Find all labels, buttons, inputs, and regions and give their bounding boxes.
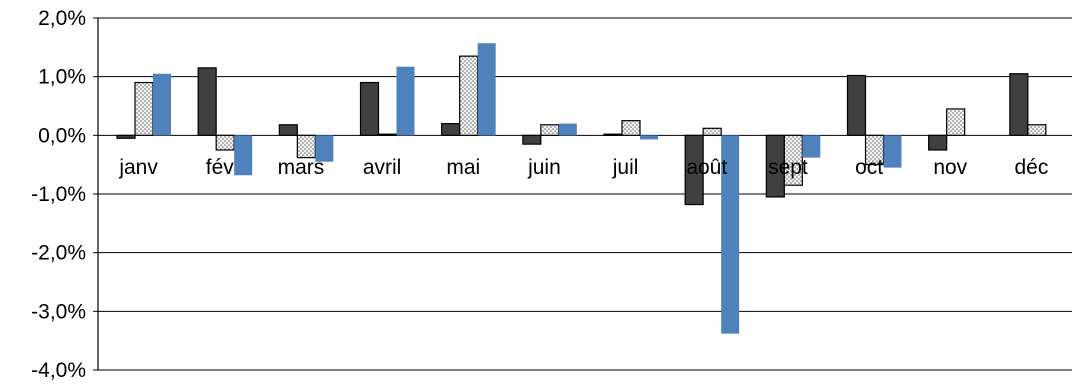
bar-series-2-déc [1027, 124, 1047, 136]
bar-series-2-août [702, 127, 722, 136]
bar-series-3-sept [802, 135, 821, 158]
bar-series-2-nov [946, 108, 966, 136]
bar-series-1-mai [441, 122, 461, 136]
y-tick-label: -3,0% [31, 300, 86, 323]
bar-series-3-fév [234, 135, 253, 176]
bar-series-2-fév [215, 134, 235, 151]
category-label: juil [612, 156, 639, 179]
bar-series-2-janv [134, 81, 154, 136]
bar-series-3-oct [883, 135, 902, 168]
bar-series-2-juil [621, 120, 641, 136]
category-label: nov [933, 156, 967, 179]
bar-series-1-avril [359, 81, 380, 136]
bar-series-1-janv [116, 134, 136, 139]
category-label: déc [1014, 156, 1048, 179]
bars [116, 43, 1047, 334]
bar-series-1-juil [603, 133, 623, 136]
bar-series-1-nov [928, 134, 948, 151]
category-label: oct [855, 156, 883, 179]
category-label: août [686, 156, 727, 179]
y-tick-label: -4,0% [31, 359, 86, 382]
bar-series-1-déc [1009, 73, 1029, 136]
bar-series-3-mars [315, 135, 334, 162]
category-label: mai [446, 156, 480, 179]
y-tick-label: 2,0% [38, 7, 86, 30]
category-label: mars [278, 156, 325, 179]
bar-series-3-avril [396, 66, 415, 136]
bar-series-1-août [684, 134, 704, 206]
category-label: avril [363, 156, 402, 179]
bar-series-2-sept [783, 134, 803, 186]
y-tick-label: -1,0% [31, 183, 86, 206]
bar-series-2-juin [540, 124, 560, 136]
y-tick-label: 0,0% [38, 124, 86, 147]
category-label: sept [768, 156, 808, 179]
bar-series-1-fév [197, 67, 217, 136]
category-label: juin [527, 156, 561, 179]
gridlines [93, 17, 1072, 371]
bar-series-3-janv [153, 73, 171, 136]
bar-series-3-août [721, 135, 740, 334]
bar-series-3-juil [640, 135, 658, 140]
bar-series-2-avril [377, 133, 398, 136]
category-label: janv [118, 156, 158, 179]
bar-series-3-juin [558, 123, 577, 136]
bar-series-2-mars [296, 134, 316, 159]
category-labels: janv fév mars avril mai juin juil août sept oct no… [118, 156, 1048, 179]
y-tick-label: -2,0% [31, 242, 86, 265]
bar-series-3-mai [477, 43, 496, 136]
y-tick-label: 1,0% [38, 66, 86, 89]
bar-series-1-juin [522, 134, 542, 145]
bar-series-1-mars [278, 124, 298, 136]
category-label: fév [206, 156, 235, 179]
y-axis-tick-labels: 2,0% 1,0% 0,0% -1,0% -2,0% -3,0% -4,0% [31, 7, 86, 382]
bar-series-2-mai [459, 55, 479, 136]
bar-series-1-oct [846, 74, 867, 136]
